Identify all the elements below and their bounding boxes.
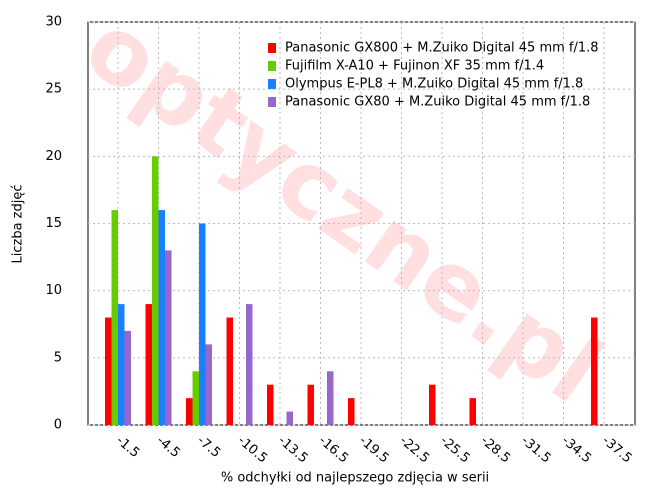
x-tick-label: -16.5 <box>316 433 351 466</box>
bar <box>429 384 436 425</box>
bar <box>152 156 159 426</box>
legend-swatch <box>268 61 276 71</box>
x-tick-label: -31.5 <box>518 433 553 466</box>
bar <box>267 384 274 425</box>
legend-swatch <box>268 43 276 53</box>
legend-swatch <box>268 79 276 89</box>
x-tick-label: -4.5 <box>154 433 183 461</box>
x-tick-label: -7.5 <box>194 433 223 461</box>
x-tick-label: -22.5 <box>397 433 432 466</box>
bar <box>226 317 233 425</box>
bar <box>165 250 172 425</box>
bar <box>124 330 131 425</box>
bar <box>286 411 293 425</box>
bar <box>327 371 334 425</box>
x-tick-label: -34.5 <box>559 433 594 466</box>
legend-label: Fujifilm X-A10 + Fujinon XF 35 mm f/1.4 <box>285 59 544 74</box>
bar <box>205 344 212 425</box>
bar <box>105 317 112 425</box>
bar <box>145 304 152 425</box>
x-tick-label: -19.5 <box>356 433 391 466</box>
bar <box>199 223 206 425</box>
legend-label: Olympus E-PL8 + M.Zuiko Digital 45 mm f/… <box>285 77 583 92</box>
x-tick-label: -10.5 <box>235 433 270 466</box>
legend-label: Panasonic GX80 + M.Zuiko Digital 45 mm f… <box>285 95 590 110</box>
x-tick-label: -37.5 <box>599 433 634 466</box>
bar <box>307 384 314 425</box>
y-tick-label: 5 <box>54 350 62 365</box>
x-tick-label: -25.5 <box>437 433 472 466</box>
bar <box>469 398 476 425</box>
y-tick-label: 0 <box>54 418 62 433</box>
bar <box>192 371 199 425</box>
y-tick-label: 10 <box>45 283 62 298</box>
bar <box>118 304 125 425</box>
x-tick-label: -28.5 <box>478 433 513 466</box>
y-tick-label: 15 <box>45 216 62 231</box>
bar <box>111 210 118 425</box>
legend-swatch <box>268 97 276 107</box>
y-tick-label: 30 <box>45 15 62 30</box>
bar <box>348 398 355 425</box>
bar <box>186 398 193 425</box>
x-axis-label: % odchyłki od najlepszego zdjęcia w seri… <box>221 471 489 486</box>
legend-label: Panasonic GX800 + M.Zuiko Digital 45 mm … <box>285 41 599 56</box>
y-tick-label: 25 <box>45 82 62 97</box>
x-tick-label: -1.5 <box>113 433 142 461</box>
y-axis-label: Liczba zdjęć <box>11 184 26 263</box>
bar <box>158 210 165 425</box>
x-tick-label: -13.5 <box>275 433 310 466</box>
y-tick-label: 20 <box>45 149 62 164</box>
bar <box>246 304 253 425</box>
bar <box>591 317 598 425</box>
